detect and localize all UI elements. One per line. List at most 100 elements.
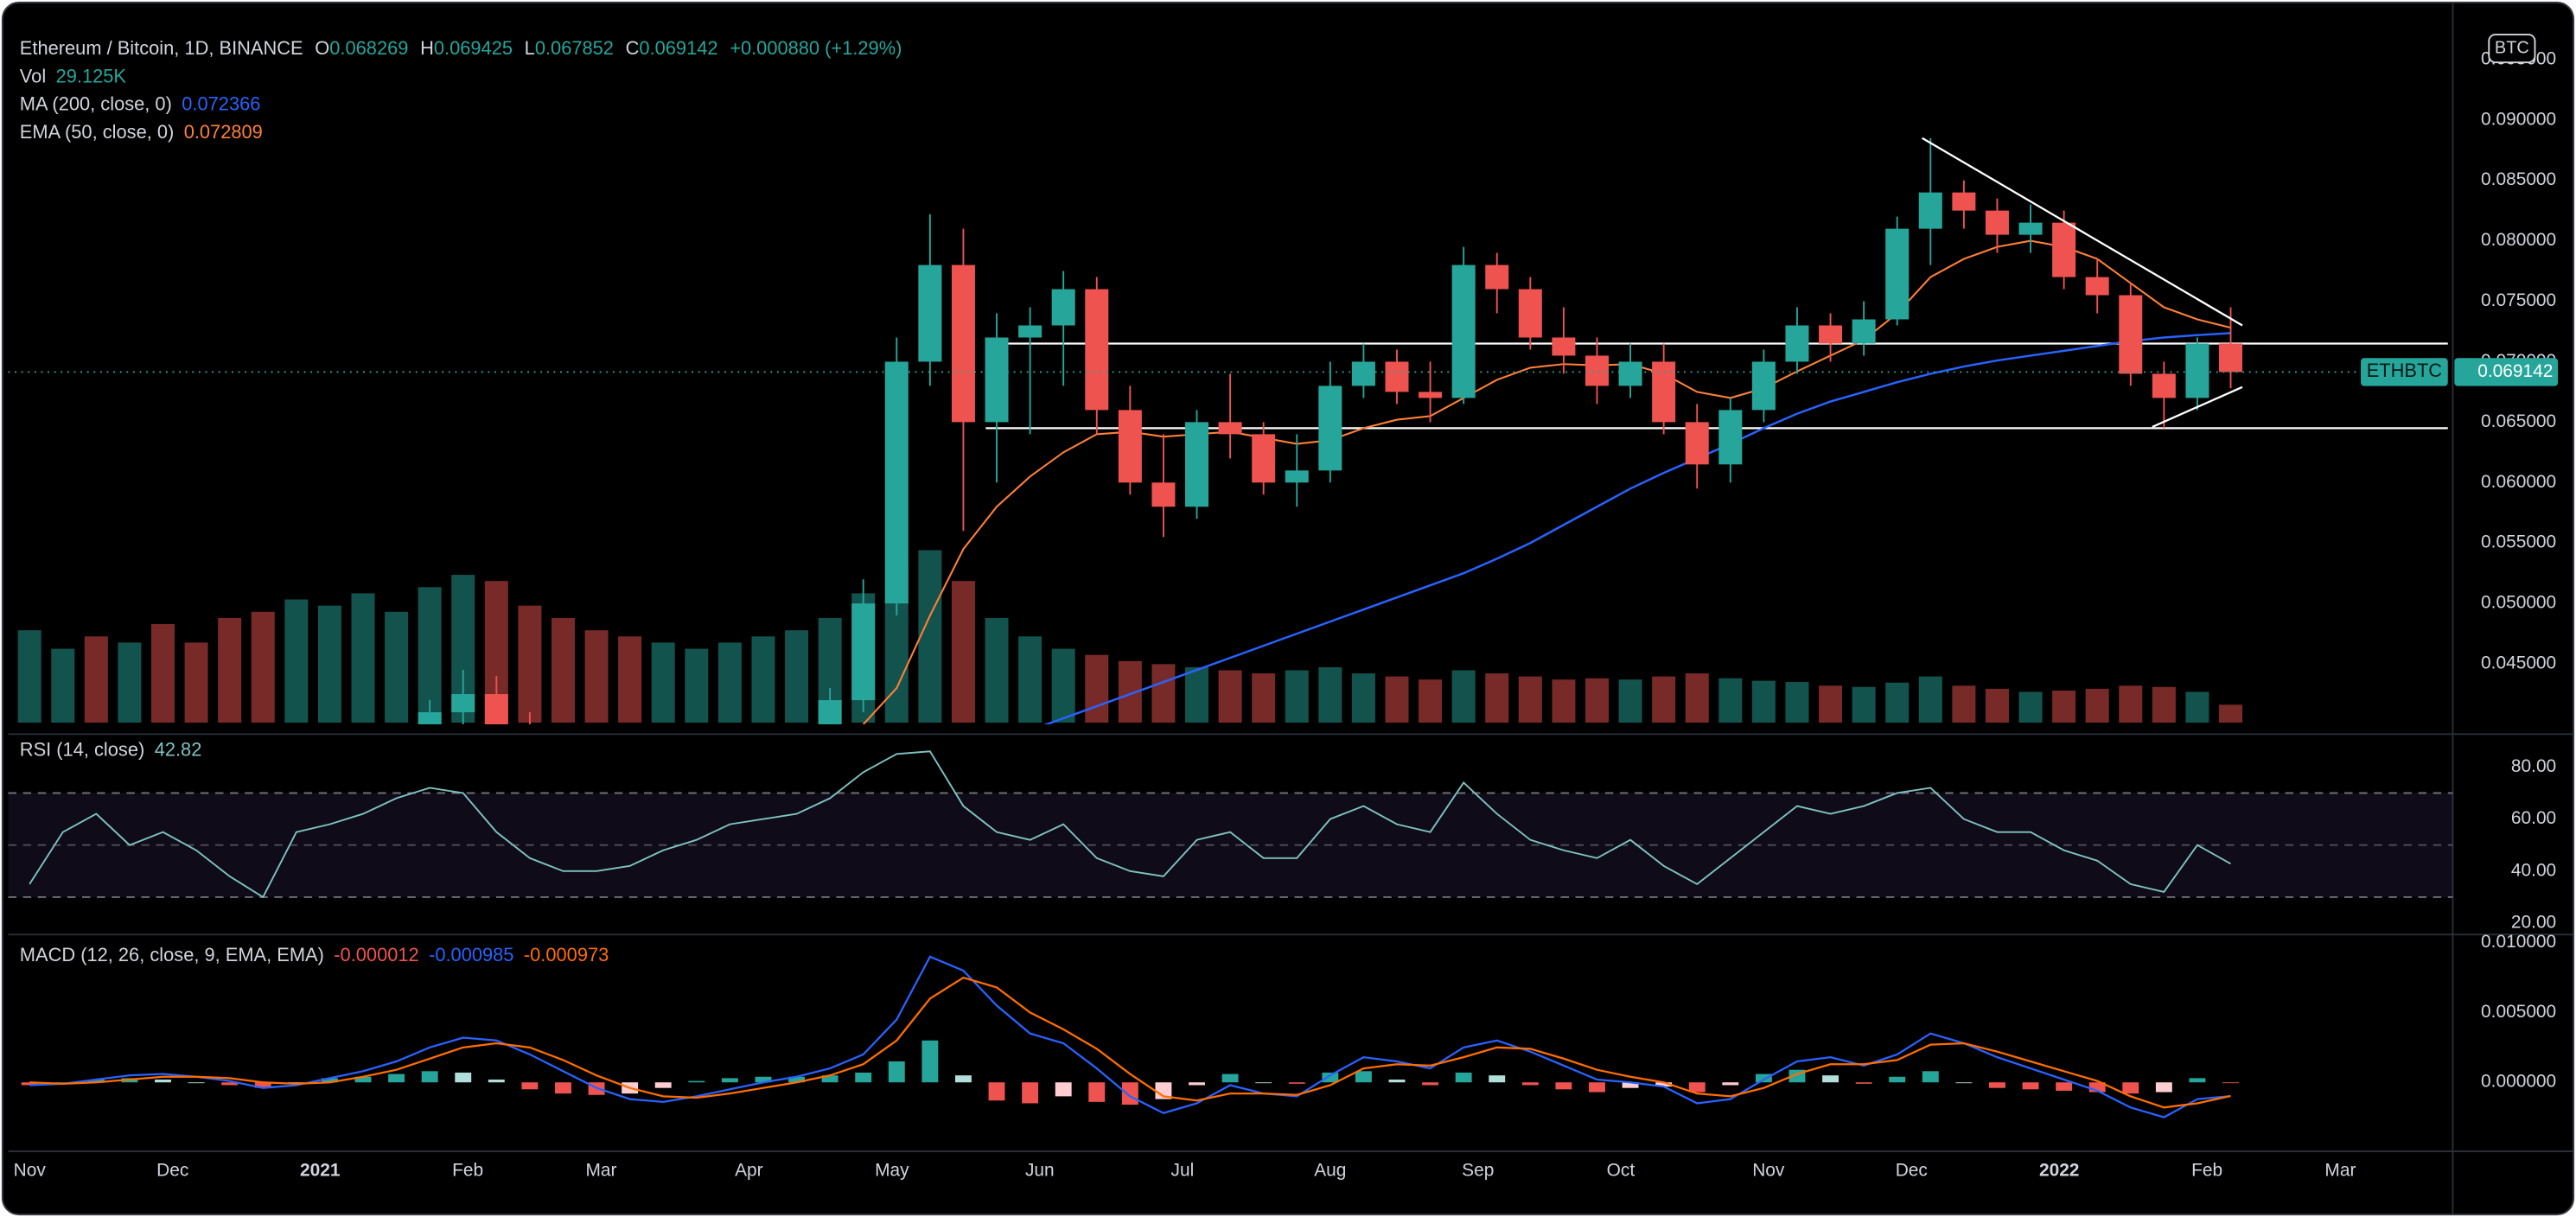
ema-name: EMA (50, close, 0) bbox=[20, 121, 174, 143]
macd-histogram-bar bbox=[855, 1072, 872, 1083]
volume-bar bbox=[2152, 686, 2176, 723]
volume-bar bbox=[717, 642, 742, 723]
macd-histogram-bar bbox=[1189, 1082, 1205, 1086]
candle-body bbox=[2219, 343, 2243, 373]
candle-body bbox=[851, 603, 876, 701]
macd-histogram-bar bbox=[654, 1082, 672, 1088]
volume-bar bbox=[1085, 654, 1109, 723]
macd-line bbox=[29, 955, 2231, 1118]
candle-body bbox=[2085, 277, 2109, 296]
candle-body bbox=[1018, 325, 1043, 338]
macd-pane bbox=[21, 955, 2239, 1118]
macd-histogram-bar bbox=[821, 1075, 838, 1083]
macd-histogram-bar bbox=[188, 1082, 205, 1084]
macd-histogram-bar bbox=[1388, 1079, 1406, 1083]
candle-body bbox=[1751, 361, 1776, 411]
macd-histogram-bar bbox=[2088, 1082, 2106, 1093]
rsi-pane bbox=[29, 750, 2231, 899]
price-badge bbox=[2454, 358, 2559, 386]
macd-histogram-bar bbox=[1088, 1082, 1106, 1102]
histogram-value: -0.000012 bbox=[334, 944, 418, 965]
ohlc-key: C bbox=[626, 37, 640, 59]
volume-bar bbox=[1785, 682, 1809, 723]
macd-histogram-bar bbox=[1521, 1082, 1539, 1086]
symbol-badge bbox=[2361, 358, 2448, 386]
volume-bar bbox=[1952, 685, 1976, 723]
volume-bar bbox=[1185, 666, 1209, 723]
x-tick-label: Jul bbox=[1171, 1160, 1195, 1180]
candle-body bbox=[1185, 422, 1209, 507]
volume-bar bbox=[1151, 664, 1176, 723]
candle-body bbox=[818, 700, 842, 724]
x-tick-label: Mar bbox=[585, 1160, 616, 1180]
ohlc-value: 0.068269 bbox=[329, 37, 408, 59]
candle-body bbox=[2152, 373, 2176, 398]
volume-bar bbox=[584, 630, 609, 723]
macd-value: -0.000985 bbox=[429, 944, 513, 965]
macd-histogram-bar bbox=[521, 1082, 539, 1090]
ohlc-value: 0.067852 bbox=[535, 37, 614, 59]
candle-body bbox=[1085, 289, 1109, 411]
y-tick-label: 0.055000 bbox=[2481, 532, 2556, 552]
ma-value: 0.072366 bbox=[182, 92, 260, 114]
currency-badge bbox=[2488, 33, 2536, 64]
x-tick-label: Dec bbox=[1896, 1160, 1928, 1180]
ema-value: 0.072809 bbox=[184, 121, 263, 143]
macd-histogram-bar bbox=[155, 1079, 171, 1083]
macd-histogram-bar bbox=[555, 1082, 571, 1094]
rsi-line bbox=[29, 750, 2231, 899]
macd-histogram-bar bbox=[2155, 1082, 2172, 1093]
macd-histogram-bar bbox=[221, 1082, 239, 1086]
macd-histogram-bar bbox=[1288, 1082, 1305, 1084]
rsi-band-fill bbox=[8, 793, 2453, 897]
volume-bar bbox=[1285, 670, 1309, 723]
legend-row: EMA (50, close, 0) 0.072809 bbox=[20, 121, 263, 143]
volume-bar bbox=[84, 636, 108, 723]
legend: Ethereum / Bitcoin, 1D, BINANCE O0.06826… bbox=[20, 37, 902, 965]
candle-body bbox=[1218, 422, 1242, 435]
macd-histogram-bar bbox=[254, 1082, 271, 1088]
candle-body bbox=[1918, 192, 1942, 229]
rsi-name: RSI (14, close) bbox=[20, 738, 144, 760]
volume-bar bbox=[1718, 678, 1743, 723]
macd-histogram-bar bbox=[1455, 1072, 1472, 1083]
candle-body bbox=[1518, 289, 1542, 338]
macd-tick-label: 0.010000 bbox=[2481, 932, 2556, 952]
x-tick-label: 2022 bbox=[2039, 1160, 2079, 1180]
candle-body bbox=[1118, 410, 1142, 483]
volume-bar bbox=[651, 642, 675, 723]
signal-value: -0.000973 bbox=[524, 944, 609, 965]
candle-body bbox=[1419, 392, 1443, 398]
macd-histogram-bar bbox=[1555, 1082, 1572, 1090]
y-tick-label: 0.090000 bbox=[2481, 109, 2556, 129]
macd-histogram-bar bbox=[1722, 1082, 1739, 1086]
volume-bar bbox=[1618, 679, 1642, 723]
macd-histogram-bar bbox=[21, 1082, 38, 1086]
candle-body bbox=[418, 712, 442, 724]
volume-bar bbox=[551, 617, 575, 723]
candle-body bbox=[1952, 192, 1976, 211]
volume-bar bbox=[1518, 676, 1542, 723]
candle-body bbox=[484, 694, 508, 724]
x-tick-label: Nov bbox=[1752, 1160, 1785, 1180]
price-pane bbox=[8, 137, 2453, 724]
volume-bar bbox=[1485, 673, 1509, 723]
volume-bar bbox=[351, 593, 375, 723]
rsi-background bbox=[8, 792, 2453, 898]
x-tick-label: 2021 bbox=[300, 1160, 341, 1180]
x-tick-label: Feb bbox=[2191, 1160, 2222, 1180]
ema-line bbox=[862, 239, 2231, 724]
candle-body bbox=[985, 337, 1009, 423]
macd-histogram-bar bbox=[455, 1072, 472, 1083]
candle-body bbox=[1285, 470, 1309, 483]
candle-body bbox=[1385, 361, 1409, 392]
volume-bar bbox=[2018, 691, 2043, 723]
volume-bar bbox=[1652, 676, 1676, 723]
candle-body bbox=[2018, 222, 2043, 235]
currency-badge-text: BTC bbox=[2495, 38, 2529, 57]
candle-body bbox=[1351, 361, 1375, 386]
ohlc-value: 0.069142 bbox=[639, 37, 717, 59]
volume-bar bbox=[284, 599, 309, 723]
